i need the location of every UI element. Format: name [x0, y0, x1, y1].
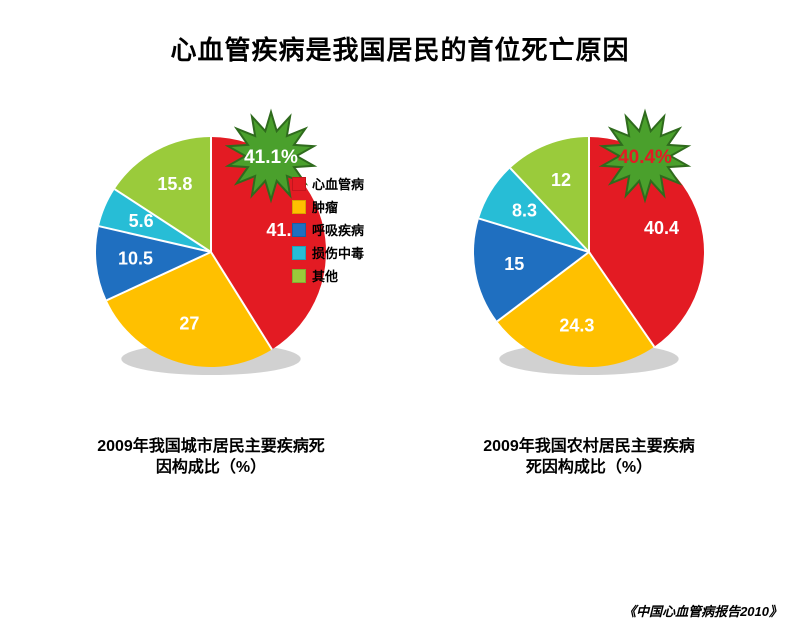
slice-label: 15.8: [157, 174, 192, 194]
source-citation: 《中国心血管病报告2010》: [623, 601, 782, 620]
burst-label: 40.4%: [618, 147, 672, 168]
legend-item: 心血管病: [292, 174, 364, 193]
legend-swatch: [292, 246, 306, 260]
slice-label: 15: [504, 254, 524, 274]
legend-label: 肿瘤: [312, 197, 338, 216]
legend-item: 呼吸疾病: [292, 220, 364, 239]
legend-label: 呼吸疾病: [312, 220, 364, 239]
slice-label: 10.5: [118, 249, 153, 269]
legend-item: 其他: [292, 266, 364, 285]
legend: 心血管病肿瘤呼吸疾病损伤中毒其他: [292, 174, 364, 289]
slice-label: 40.4: [644, 218, 679, 238]
charts-row: 41.12710.55.615.841.1%2009年我国城市居民主要疾病死因构…: [0, 85, 800, 479]
chart-caption: 2009年我国农村居民主要疾病死因构成比（%）: [483, 437, 695, 479]
chart-caption: 2009年我国城市居民主要疾病死因构成比（%）: [97, 437, 325, 479]
slice-label: 8.3: [512, 201, 537, 221]
legend-swatch: [292, 223, 306, 237]
chart-block: 40.4 24.3 15 8.3 12 40.4% 2009年我国农村居民主要疾病死因构成比…: [422, 85, 756, 479]
slice-label: 27: [179, 314, 199, 334]
page-title: 心血管疾病是我国居民的首位死亡原因: [0, 30, 800, 67]
burst-label: 41.1%: [244, 147, 298, 168]
slice-label: 12: [551, 170, 571, 190]
legend-item: 损伤中毒: [292, 243, 364, 262]
legend-item: 肿瘤: [292, 197, 364, 216]
pie-chart: 40.4 24.3 15 8.3 12 40.4%: [422, 85, 756, 423]
legend-label: 其他: [312, 266, 338, 285]
legend-label: 损伤中毒: [312, 243, 364, 262]
legend-swatch: [292, 200, 306, 214]
slice-label: 24.3: [559, 316, 594, 336]
slice-label: 5.6: [129, 211, 154, 231]
legend-swatch: [292, 269, 306, 283]
legend-swatch: [292, 177, 306, 191]
legend-label: 心血管病: [312, 174, 364, 193]
